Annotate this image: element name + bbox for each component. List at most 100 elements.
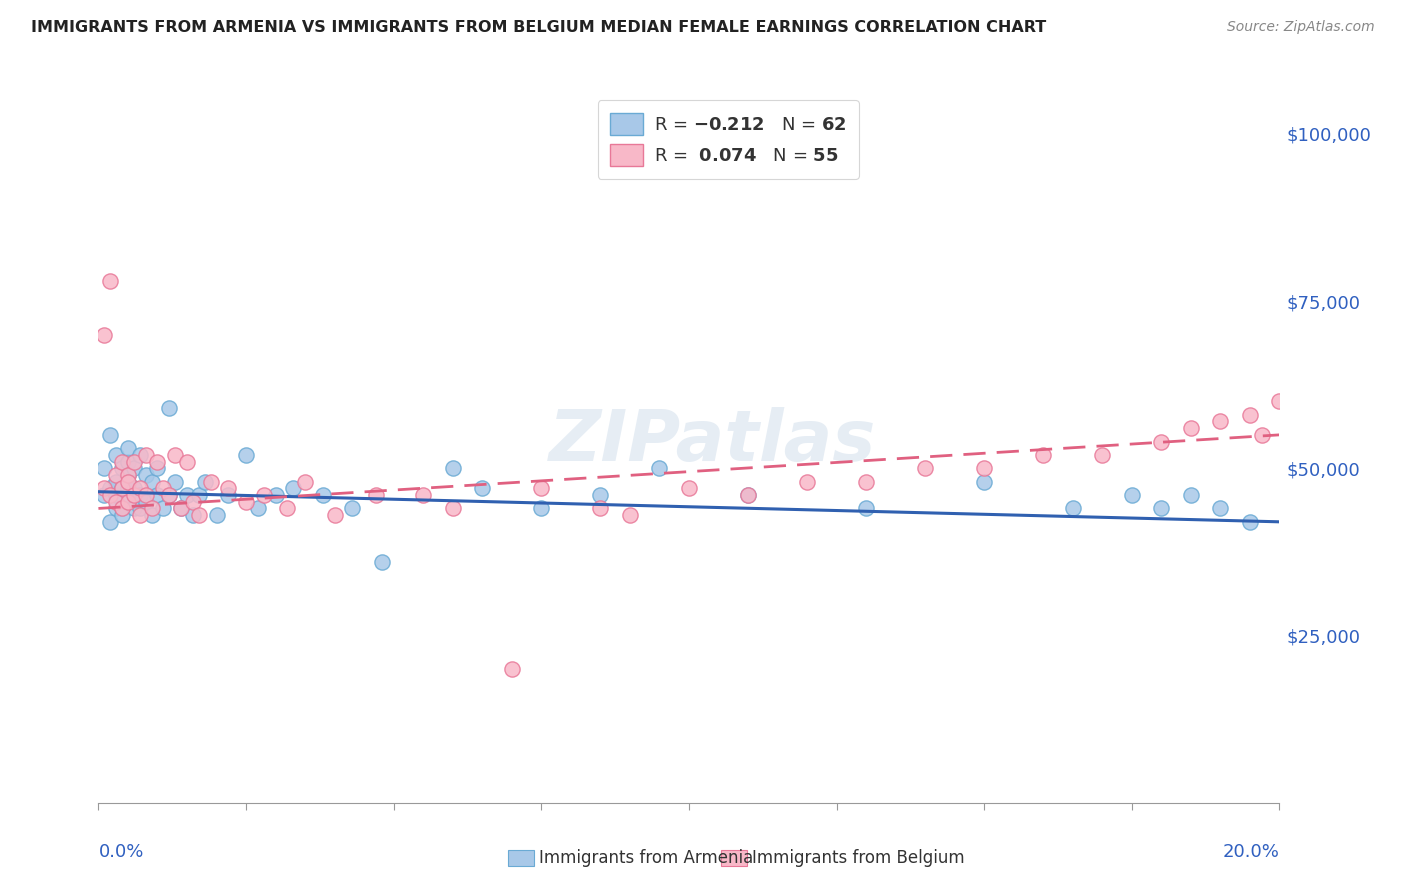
Point [111, 501, 134, 516]
Point [93, 482, 115, 496]
Point [1121, 488, 1143, 502]
Point [294, 475, 316, 489]
Point [111, 482, 134, 496]
Point [187, 488, 209, 502]
Point [1250, 427, 1272, 442]
Point [105, 448, 128, 462]
Point [157, 488, 180, 502]
Point [235, 494, 257, 508]
Point [98, 482, 121, 496]
Point [105, 467, 128, 482]
Point [471, 482, 494, 496]
Point [1150, 434, 1173, 449]
Point [117, 488, 139, 502]
Point [283, 482, 305, 496]
Point [253, 488, 276, 502]
Point [217, 482, 239, 496]
Point [93, 461, 115, 475]
Point [105, 475, 128, 489]
Point [128, 501, 150, 516]
Point [117, 467, 139, 482]
Point [973, 475, 995, 489]
Point [1239, 515, 1261, 529]
Point [128, 488, 150, 502]
Point [264, 488, 287, 502]
Point [1209, 501, 1232, 516]
Point [122, 501, 145, 516]
Point [128, 482, 150, 496]
Point [1268, 394, 1291, 409]
Point [105, 488, 128, 502]
Point [1150, 501, 1173, 516]
Point [323, 508, 346, 523]
Point [246, 501, 269, 516]
Point [98, 515, 121, 529]
Point [1209, 414, 1232, 428]
Point [312, 488, 335, 502]
Point [117, 441, 139, 455]
Point [371, 555, 394, 569]
Point [105, 494, 128, 508]
Point [157, 488, 180, 502]
Point [589, 501, 612, 516]
Point [200, 475, 222, 489]
Point [146, 488, 169, 502]
Point [737, 488, 759, 502]
Point [111, 482, 134, 496]
Point [796, 475, 818, 489]
Point [342, 501, 364, 516]
Point [111, 461, 134, 475]
Point [98, 274, 121, 288]
Point [1180, 488, 1202, 502]
Point [146, 454, 169, 469]
Point [1239, 408, 1261, 422]
Point [98, 488, 121, 502]
Point [152, 482, 174, 496]
Point [176, 488, 198, 502]
Legend: R = $\mathbf{-0.212}$   N = $\mathbf{62}$, R =  $\mathbf{0.074}$   N = $\mathbf{: R = $\mathbf{-0.212}$ N = $\mathbf{62}$,… [598, 100, 859, 178]
Point [1091, 448, 1114, 462]
Point [117, 494, 139, 508]
Point [441, 501, 464, 516]
Text: ZIPatlas: ZIPatlas [548, 407, 876, 476]
Point [235, 448, 257, 462]
Point [973, 461, 995, 475]
Point [1062, 501, 1084, 516]
Point [530, 501, 553, 516]
Point [111, 508, 134, 523]
Point [276, 501, 298, 516]
Point [619, 508, 641, 523]
Text: 20.0%: 20.0% [1223, 843, 1279, 861]
Point [441, 461, 464, 475]
Point [1180, 421, 1202, 435]
Point [501, 662, 523, 676]
Point [170, 501, 193, 516]
Point [135, 448, 157, 462]
Point [157, 401, 180, 416]
Point [128, 508, 150, 523]
Point [194, 475, 217, 489]
Point [176, 454, 198, 469]
Text: IMMIGRANTS FROM ARMENIA VS IMMIGRANTS FROM BELGIUM MEDIAN FEMALE EARNINGS CORREL: IMMIGRANTS FROM ARMENIA VS IMMIGRANTS FR… [31, 20, 1046, 35]
Point [111, 501, 134, 516]
Point [141, 475, 163, 489]
Point [1032, 448, 1054, 462]
Text: Immigrants from Armenia: Immigrants from Armenia [538, 848, 754, 867]
Point [93, 327, 115, 342]
Point [412, 488, 434, 502]
Text: Source: ZipAtlas.com: Source: ZipAtlas.com [1227, 20, 1375, 34]
Point [122, 461, 145, 475]
Point [364, 488, 387, 502]
Point [678, 482, 700, 496]
Point [111, 454, 134, 469]
Point [855, 475, 877, 489]
Point [141, 501, 163, 516]
Point [205, 508, 228, 523]
Point [135, 494, 157, 508]
Point [181, 494, 204, 508]
Point [93, 488, 115, 502]
Point [135, 467, 157, 482]
FancyBboxPatch shape [508, 850, 534, 865]
Point [217, 488, 239, 502]
Point [914, 461, 936, 475]
